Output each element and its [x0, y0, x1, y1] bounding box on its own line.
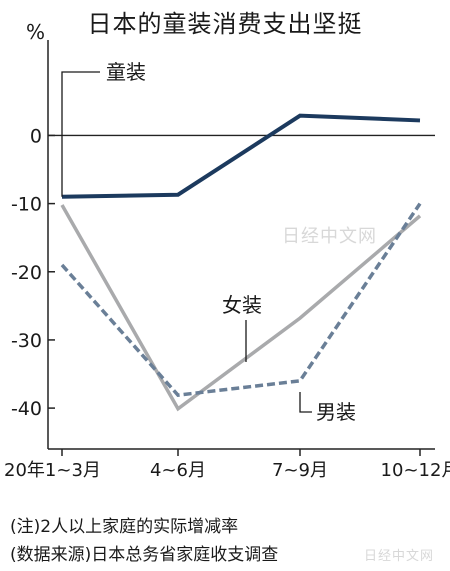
- y-tick-label: -10: [11, 194, 42, 216]
- x-tick-label: 7~9月: [272, 460, 328, 481]
- y-tick-label: 0: [30, 125, 42, 147]
- series-line-2: [60, 202, 422, 397]
- y-tick-label: -40: [11, 398, 42, 420]
- watermark-corner: 日经中文网: [364, 549, 435, 564]
- y-unit-label: %: [26, 20, 46, 44]
- x-tick-label: 10~12月: [381, 460, 450, 481]
- y-tick-label: -20: [11, 262, 42, 284]
- y-tick-label: -30: [11, 330, 42, 352]
- x-tick-label: 20年1~3月: [4, 460, 101, 481]
- series-line-0: [61, 113, 421, 199]
- x-tick-label: 4~6月: [150, 460, 206, 481]
- series-label-women: 女装: [222, 293, 262, 317]
- chart-title: 日本的童装消费支出坚挺: [87, 10, 363, 38]
- source-note: (数据来源)日本总务省家庭收支调查: [10, 545, 279, 565]
- watermark-center: 日经中文网: [282, 226, 377, 247]
- series-label-men: 男装: [316, 400, 356, 424]
- series-label-kids: 童装: [106, 60, 146, 84]
- leader-line-men: [299, 392, 312, 413]
- footnote: (注)2人以上家庭的实际增减率: [10, 517, 239, 537]
- series-line-1: [60, 204, 422, 412]
- leader-line-kids: [61, 71, 100, 197]
